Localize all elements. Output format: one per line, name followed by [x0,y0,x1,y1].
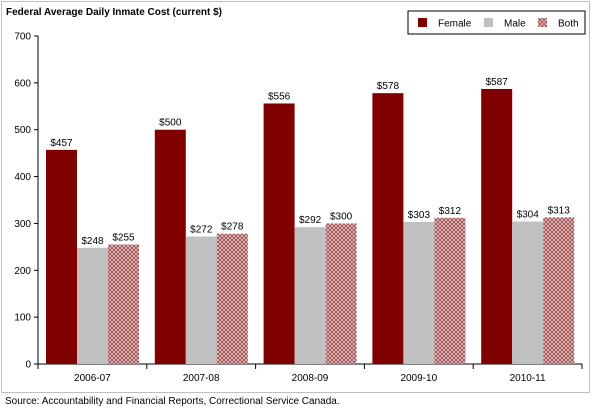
data-label: $255 [112,233,135,244]
bar-male [403,222,435,364]
bar-chart: Federal Average Daily Inmate Cost (curre… [6,7,586,384]
data-label: $248 [81,236,104,247]
y-tick-label: 300 [14,219,31,230]
data-labels: $457 $500 $556 $578 $587 $248 $272 $292 $303 $304… [50,77,570,247]
x-tick-label: 2007-08 [183,373,220,384]
bar-male [185,236,217,364]
bars [46,88,575,364]
y-tick-label: 500 [14,125,31,136]
x-tick-label: 2008-09 [292,373,329,384]
y-tick-label: 200 [14,266,31,277]
y-tick-label: 0 [25,360,31,371]
bar-both [434,217,466,364]
source-note: Source: Accountability and Financial Rep… [5,396,340,407]
bar-male [77,247,108,364]
y-axis: 0 100 200 300 400 500 600 700 [14,32,39,371]
y-tick-label: 400 [14,172,31,183]
data-label: $312 [439,206,462,217]
bar-female [481,88,513,364]
chart-frame: Federal Average Daily Inmate Cost (curre… [1,1,590,393]
data-label: $304 [517,210,540,221]
legend-box [407,10,586,35]
legend-label-both: Both [558,19,579,30]
bar-both [216,233,248,364]
data-label: $313 [548,205,571,216]
bar-female [263,103,295,364]
x-axis: 2006-07 2007-08 2008-09 2009-10 2010-11 [37,363,583,384]
data-label: $272 [190,225,213,236]
legend-label-male: Male [504,19,526,30]
bar-female [46,149,77,364]
data-label: $587 [486,77,509,88]
bar-both [325,223,357,364]
bar-male [294,227,326,364]
x-tick-label: 2010-11 [510,373,546,384]
bar-both [108,244,139,364]
legend: Female Male Both [407,10,586,35]
legend-label-female: Female [438,19,472,30]
y-tick-label: 600 [14,78,31,89]
x-tick-label: 2009-10 [400,373,437,384]
y-tick-label: 700 [14,32,31,43]
bar-female [372,93,404,364]
data-label: $556 [268,91,291,102]
data-label: $292 [299,215,322,226]
x-tick-label: 2006-07 [74,373,111,384]
data-label: $303 [408,210,431,221]
y-tick-label: 100 [14,313,31,324]
data-label: $500 [159,118,182,129]
data-label: $278 [221,222,244,233]
data-label: $300 [330,211,353,222]
bar-female [154,129,186,364]
legend-swatch-female [418,18,427,27]
bar-male [512,221,544,364]
data-label: $578 [377,81,400,92]
bar-both [543,217,575,364]
data-label: $457 [50,138,73,149]
legend-swatch-male [484,18,493,27]
chart-title: Federal Average Daily Inmate Cost (curre… [6,7,222,18]
legend-swatch-both [538,18,547,27]
